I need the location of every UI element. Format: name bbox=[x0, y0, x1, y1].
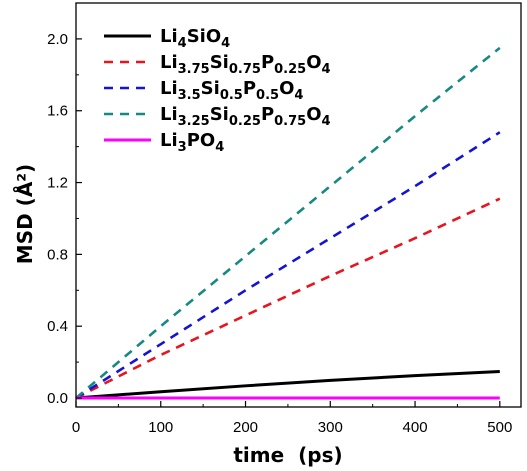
legend-label-0: Li4SiO4 bbox=[160, 26, 230, 51]
series-line-1 bbox=[75, 197, 501, 400]
legend: Li4SiO4Li3.75Si0.75P0.25O4Li3.5Si0.5P0.5… bbox=[104, 26, 331, 155]
y-tick-label-3: 1.2 bbox=[47, 175, 68, 192]
series-line-0 bbox=[75, 369, 500, 400]
legend-label-3: Li3.25Si0.25P0.75O4 bbox=[160, 104, 331, 129]
x-tick-label-2: 200 bbox=[233, 419, 258, 436]
series-line-2 bbox=[75, 131, 501, 400]
y-tick-label-2: 0.8 bbox=[47, 246, 68, 263]
legend-label-4: Li3PO4 bbox=[160, 130, 224, 155]
legend-label-2: Li3.5Si0.5P0.5O4 bbox=[160, 78, 303, 103]
x-tick-label-4: 400 bbox=[403, 419, 428, 436]
y-axis-label: MSD (Å²) bbox=[13, 164, 37, 264]
series-line-3 bbox=[75, 46, 501, 400]
x-tick-label-1: 100 bbox=[148, 419, 173, 436]
plot-frame bbox=[75, 2, 522, 408]
plot-area bbox=[75, 46, 501, 400]
x-tick-label-0: 0 bbox=[72, 419, 80, 436]
legend-label-1: Li3.75Si0.75P0.25O4 bbox=[160, 52, 331, 77]
axes: 0 100 200 300 400 500 0.0 0.4 0.8 1.2 1.6 2.0 bbox=[47, 2, 522, 436]
y-tick-label-5: 2.0 bbox=[47, 31, 68, 48]
x-axis-label: time (ps) bbox=[233, 443, 342, 467]
y-tick-label-1: 0.4 bbox=[47, 318, 68, 335]
x-tick-label-3: 300 bbox=[318, 419, 343, 436]
y-tick-label-4: 1.6 bbox=[47, 103, 68, 120]
x-tick-label-5: 500 bbox=[487, 419, 512, 436]
y-tick-label-0: 0.0 bbox=[47, 390, 68, 407]
